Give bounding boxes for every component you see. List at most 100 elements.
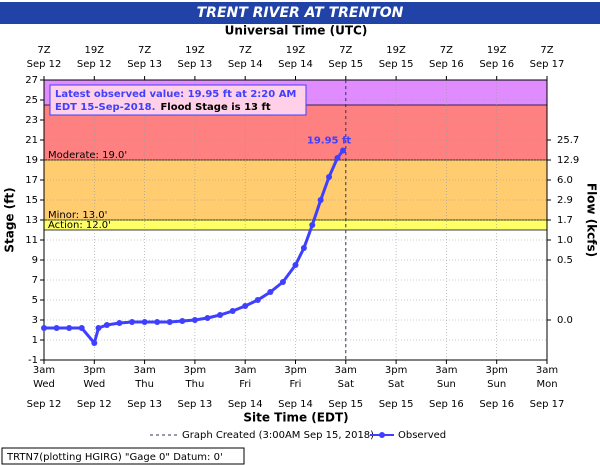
top-tick-date: Sep 14 [228, 59, 263, 70]
x-tick-label: 3am [335, 365, 357, 376]
series-point [129, 319, 136, 325]
series-point [279, 279, 286, 285]
legend-label: Observed [398, 430, 446, 441]
x-tick-day: Sun [487, 379, 506, 390]
y-tick-label: 11 [25, 235, 38, 246]
series-point [166, 319, 173, 325]
top-tick-label: 7Z [440, 45, 453, 56]
series-point [267, 289, 274, 295]
y-tick-label: 13 [25, 215, 38, 226]
x-tick-day: Fri [290, 379, 302, 390]
x-tick-day: Wed [33, 379, 55, 390]
y-axis-title: Stage (ft) [3, 187, 17, 252]
series-point [334, 155, 341, 161]
series-point [217, 312, 224, 318]
series-point [326, 174, 333, 180]
y2-tick-label: 2.9 [557, 195, 573, 206]
x-tick-label: 3am [435, 365, 457, 376]
top-tick-date: Sep 12 [27, 59, 62, 70]
annotation-line: Latest observed value: 19.95 ft at 2:20 … [55, 89, 296, 100]
x-tick-day: Thu [185, 379, 205, 390]
y2-axis-title: Flow (kcfs) [585, 183, 599, 257]
top-tick-label: 19Z [185, 45, 205, 56]
top-tick-date: Sep 17 [530, 59, 565, 70]
x-tick-date: Sep 16 [479, 399, 514, 410]
series-point [78, 325, 85, 331]
x-tick-date: Sep 15 [379, 399, 414, 410]
top-tick-label: 7Z [540, 45, 553, 56]
annotation-box [49, 84, 307, 116]
series-point [95, 325, 102, 331]
x-tick-label: 3pm [485, 365, 507, 376]
y-tick-label: 17 [25, 175, 38, 186]
top-tick-date: Sep 13 [178, 59, 213, 70]
top-tick-date: Sep 16 [429, 59, 464, 70]
top-tick-label: 19Z [386, 45, 406, 56]
series-point [66, 325, 73, 331]
x-tick-day: Wed [83, 379, 105, 390]
top-tick-date: Sep 12 [77, 59, 112, 70]
series-point [340, 147, 347, 154]
y-tick-label: 23 [25, 115, 38, 126]
y-tick-label: 3 [32, 315, 38, 326]
x-tick-day: Sat [388, 379, 404, 390]
legend-marker [379, 432, 385, 438]
series-point [242, 303, 249, 309]
x-tick-label: 3pm [385, 365, 407, 376]
y-tick-label: 5 [32, 295, 38, 306]
annotation-line: EDT 15-Sep-2018. Flood Stage is 13 ft [55, 102, 271, 113]
series-point [154, 319, 161, 325]
top-tick-label: 19Z [286, 45, 306, 56]
series-point [179, 318, 186, 324]
series-point [300, 245, 307, 251]
y2-tick-label: 1.7 [557, 215, 573, 226]
flood-label: Action: 12.0' [48, 220, 111, 231]
x-tick-date: Sep 17 [530, 399, 565, 410]
top-tick-label: 7Z [239, 45, 252, 56]
end-label: 19.95 ft [307, 136, 351, 147]
x-tick-label: 3pm [184, 365, 206, 376]
series-point [317, 197, 324, 203]
series-point [204, 315, 211, 321]
series-point [53, 325, 60, 331]
y2-tick-label: 1.0 [557, 235, 573, 246]
x-tick-date: Sep 16 [429, 399, 464, 410]
y-tick-label: 21 [25, 135, 38, 146]
y-tick-label: -1 [28, 355, 38, 366]
y-tick-label: 19 [25, 155, 38, 166]
y-tick-label: 25 [25, 95, 38, 106]
y2-tick-label: 0.5 [557, 255, 573, 266]
series-point [103, 322, 110, 328]
x-tick-label: 3am [536, 365, 558, 376]
flood-band [44, 160, 547, 220]
top-tick-label: 19Z [85, 45, 105, 56]
footer-box [1, 447, 245, 465]
top-tick-label: 19Z [487, 45, 507, 56]
series-point [309, 222, 316, 228]
series-point [292, 262, 299, 268]
top-tick-label: 7Z [37, 45, 50, 56]
x-tick-label: 3am [234, 365, 256, 376]
y2-tick-label: 0.0 [557, 315, 573, 326]
series-point [91, 340, 98, 346]
series-point [229, 308, 236, 314]
x-tick-day: Sat [338, 379, 354, 390]
x-tick-date: Sep 13 [178, 399, 213, 410]
legend-created-label: Graph Created (3:00AM Sep 15, 2018) [182, 430, 374, 441]
x-tick-day: Sun [437, 379, 456, 390]
chart-title: TRENT RIVER AT TRENTON [197, 5, 404, 21]
y-tick-label: 27 [25, 75, 38, 86]
x-tick-day: Fri [239, 379, 251, 390]
y2-tick-label: 12.9 [557, 155, 579, 166]
series-point [116, 320, 123, 326]
x-tick-date: Sep 12 [27, 399, 62, 410]
annotation-date: EDT 15-Sep-2018. [55, 102, 155, 113]
top-tick-label: 7Z [339, 45, 352, 56]
title-bar [0, 2, 600, 24]
x-tick-day: Mon [536, 379, 557, 390]
top-axis-title: Universal Time (UTC) [225, 24, 368, 38]
top-tick-date: Sep 13 [127, 59, 162, 70]
y-tick-label: 15 [25, 195, 38, 206]
series-line [44, 149, 345, 347]
